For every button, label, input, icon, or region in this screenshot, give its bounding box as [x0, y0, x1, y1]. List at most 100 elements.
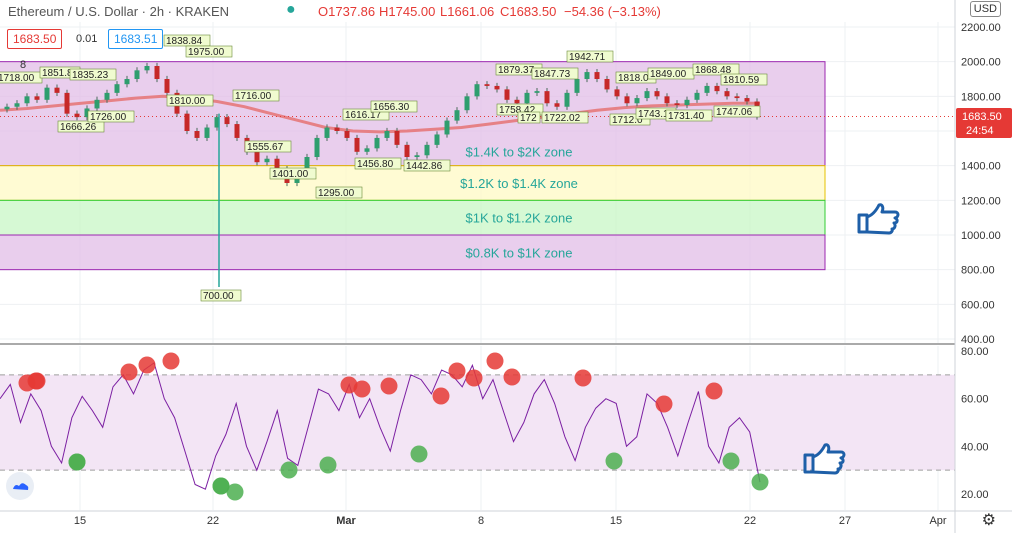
price-label-box [566, 50, 614, 63]
candle-body [584, 72, 590, 79]
currency-button[interactable]: USD [969, 1, 1001, 17]
candle-body [124, 79, 130, 85]
zone-label: $1.2K to $1.4K zone [460, 176, 578, 191]
zone-rect [0, 199, 826, 236]
price-label: 1718.00 [0, 73, 35, 84]
candle-body [64, 92, 70, 114]
candle-body [144, 66, 150, 71]
candle-body [564, 92, 570, 107]
price-label: 1975.00 [188, 47, 225, 58]
price-label-box [541, 111, 589, 124]
price-label-box [185, 45, 233, 58]
sell-price-button[interactable]: 1683.50 [7, 29, 63, 49]
moving-average [0, 94, 955, 134]
candle-body [224, 117, 230, 125]
rsi-overbought-marker [574, 369, 592, 387]
price-tick: 1800.00 [961, 91, 1001, 103]
candles [4, 62, 760, 287]
rsi-pane [0, 352, 955, 501]
price-label: 1656.30 [373, 102, 410, 113]
time-tick: 22 [744, 515, 756, 527]
candle-body [54, 87, 60, 93]
price-label: 1716.00 [235, 91, 272, 102]
price-label: 1849.00 [650, 69, 687, 80]
candle-body [604, 79, 610, 90]
price-label: 1712.0 [612, 115, 643, 126]
candle-body [94, 99, 100, 109]
candle-body [374, 137, 380, 149]
price-label-box [87, 110, 135, 123]
candle-body [324, 127, 330, 138]
thumbs-up-icon [803, 443, 846, 475]
rsi-oversold-marker [722, 452, 740, 470]
price-axis-bg [955, 0, 1012, 533]
rsi-oversold-marker [68, 453, 86, 471]
rsi-overbought-marker [655, 395, 673, 413]
candle-body [524, 92, 530, 104]
candle-body [194, 131, 200, 138]
price-label-box [692, 63, 740, 76]
price-tick: 1200.00 [961, 195, 1001, 207]
candle-body [534, 91, 540, 93]
time-tick: 22 [207, 515, 219, 527]
candle-body [714, 85, 720, 92]
rsi-tick: 20.00 [961, 489, 989, 501]
rsi-oversold-marker [212, 477, 230, 495]
candle-body [694, 92, 700, 100]
buy-price-button[interactable]: 1683.51 [108, 29, 164, 49]
countdown-value: 24:54 [966, 125, 994, 137]
price-label-box [244, 140, 292, 153]
price-tick: 600.00 [961, 299, 995, 311]
rsi-overbought-marker [486, 352, 504, 370]
last-price-value: 1683.50 [962, 111, 1002, 123]
candle-body [334, 127, 340, 131]
rsi-overbought-marker [340, 376, 358, 394]
candle-body [724, 91, 730, 97]
price-label: 1758.42 [499, 105, 536, 116]
symbol-title: Ethereum / U.S. Dollar · 2h · KRAKEN [8, 4, 230, 19]
thumb-hand [865, 203, 900, 235]
candle-body [494, 85, 500, 90]
rsi-overbought-marker [465, 369, 483, 387]
candle-body [744, 98, 750, 102]
price-label: 172 [520, 113, 537, 124]
zone-rect [0, 165, 826, 201]
rsi-oversold-marker [410, 445, 428, 463]
candle-body [394, 131, 400, 145]
price-tick: 1400.00 [961, 161, 1001, 173]
gear-icon[interactable]: ⚙ [981, 512, 996, 529]
candle-body [434, 134, 440, 145]
candle-body [444, 120, 450, 135]
price-label-box [517, 111, 541, 124]
thumb-hand [811, 443, 846, 475]
candle-body [74, 113, 80, 118]
open-value: O1737.86 [318, 4, 376, 19]
candle-body [454, 110, 460, 121]
candle-body [354, 137, 360, 152]
indicator-count[interactable]: 8 [20, 59, 27, 71]
price-label-box [269, 167, 317, 180]
candle-body [554, 103, 560, 107]
spread-value: 0.01 [76, 33, 98, 45]
candle-body [274, 158, 280, 170]
candle-body [114, 84, 120, 93]
rsi-overbought-marker [353, 380, 371, 398]
price-label: 1743.1 [638, 109, 669, 120]
price-label: 1747.06 [716, 107, 753, 118]
rsi-oversold-marker [605, 452, 623, 470]
time-tick: 15 [74, 515, 86, 527]
candle-body [44, 87, 50, 100]
price-label-box [531, 67, 579, 80]
price-label: 1401.00 [272, 169, 309, 180]
rsi-overbought-marker [138, 356, 156, 374]
rsi-tick: 60.00 [961, 394, 989, 406]
price-label-box [665, 109, 713, 122]
price-label-box [713, 105, 761, 118]
price-label: 1818.0 [618, 73, 649, 84]
price-label: 1835.23 [72, 70, 109, 81]
ma-line [0, 94, 760, 134]
candle-body [24, 96, 30, 104]
time-tick: Mar [336, 515, 356, 527]
